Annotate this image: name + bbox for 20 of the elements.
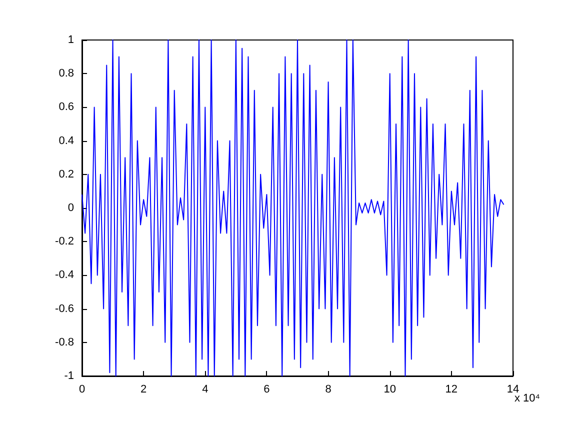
y-tick-label: 0 xyxy=(68,202,74,214)
x-tick-label: 0 xyxy=(78,384,86,396)
x-tick-label: 2 xyxy=(140,384,147,396)
y-tick-label: -0.8 xyxy=(55,336,74,348)
x-tick-label: 12 xyxy=(445,384,458,396)
y-tick-label: -0.6 xyxy=(55,302,74,315)
y-tick-label: -0.4 xyxy=(55,269,74,282)
x-tick-label: 8 xyxy=(325,384,332,396)
x-tick-label: 10 xyxy=(384,384,396,396)
x-tick-label: 4 xyxy=(202,384,208,396)
y-tick-label: 1 xyxy=(68,34,74,46)
y-tick-label: -0.2 xyxy=(55,236,74,248)
y-tick-label: 0.4 xyxy=(58,134,74,147)
y-tick-label: 0.2 xyxy=(58,168,74,180)
x-tick-label: 14 xyxy=(506,384,520,396)
text: x 10⁴ xyxy=(514,392,540,404)
y-tick-label: 0.8 xyxy=(58,68,74,80)
y-tick-label: 0.6 xyxy=(58,101,74,114)
x-tick-label: 6 xyxy=(264,384,270,396)
y-tick-label: -1 xyxy=(64,370,74,382)
